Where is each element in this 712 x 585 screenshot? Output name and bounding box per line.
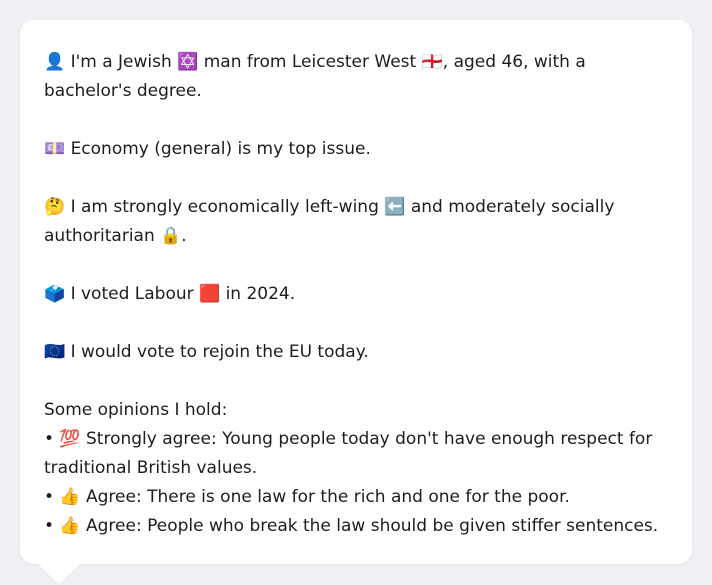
- persona-ideology: 🤔 I am strongly economically left-wing ⬅…: [44, 197, 615, 246]
- bubble-tail: [38, 564, 80, 584]
- persona-intro: 👤 I'm a Jewish ✡️ man from Leicester Wes…: [44, 52, 586, 101]
- persona-eu-stance: 🇪🇺 I would vote to rejoin the EU today.: [44, 342, 369, 362]
- opinions-heading: Some opinions I hold:: [44, 400, 228, 420]
- opinion-item: • 👍 Agree: There is one law for the rich…: [44, 487, 570, 507]
- persona-message-bubble: 👤 I'm a Jewish ✡️ man from Leicester Wes…: [20, 20, 692, 564]
- opinion-item: • 💯 Strongly agree: Young people today d…: [44, 429, 653, 478]
- opinion-item: • 👍 Agree: People who break the law shou…: [44, 516, 659, 536]
- persona-top-issue: 💷 Economy (general) is my top issue.: [44, 139, 371, 159]
- persona-vote: 🗳️ I voted Labour 🟥 in 2024.: [44, 284, 296, 304]
- opinions-section: Some opinions I hold: • 💯 Strongly agree…: [44, 396, 668, 541]
